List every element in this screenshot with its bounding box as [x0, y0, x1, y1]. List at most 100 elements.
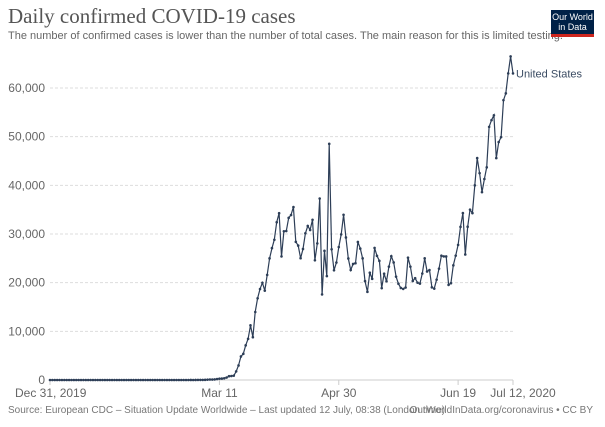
data-point	[306, 224, 310, 228]
data-point	[430, 286, 434, 289]
data-point	[449, 281, 453, 285]
data-point	[60, 378, 64, 382]
data-point	[394, 275, 398, 278]
data-point	[110, 378, 114, 382]
data-point	[320, 293, 324, 296]
data-point	[208, 378, 212, 381]
data-point	[294, 240, 298, 244]
data-point	[163, 378, 166, 382]
x-tick-label: Jul 12, 2020	[490, 386, 556, 400]
data-point	[452, 264, 455, 267]
data-point	[347, 257, 350, 260]
data-point	[444, 255, 448, 258]
data-point	[282, 229, 286, 233]
data-point	[151, 378, 154, 382]
data-point	[277, 211, 281, 215]
data-point	[497, 140, 500, 144]
data-point	[287, 216, 290, 220]
data-point	[206, 378, 209, 381]
data-point	[392, 261, 395, 264]
data-point	[335, 261, 338, 264]
data-point	[134, 378, 138, 382]
data-point	[504, 92, 508, 95]
data-point	[53, 378, 57, 382]
data-point	[256, 296, 259, 300]
data-point	[490, 118, 493, 122]
data-point	[194, 378, 197, 382]
data-point	[354, 261, 357, 265]
data-point	[263, 289, 267, 292]
data-point	[222, 376, 226, 380]
data-point	[227, 374, 231, 378]
data-point	[160, 378, 164, 382]
data-point	[175, 378, 178, 382]
data-point	[487, 125, 491, 129]
data-point	[225, 376, 228, 379]
data-point	[187, 378, 190, 382]
data-point	[461, 211, 465, 215]
data-point	[261, 281, 264, 285]
chart-title: Daily confirmed COVID-19 cases	[8, 4, 296, 28]
data-point	[84, 378, 88, 382]
data-point	[129, 378, 133, 382]
data-point	[253, 310, 257, 314]
data-point	[299, 256, 302, 260]
data-point	[275, 220, 279, 224]
y-tick-label: 40,000	[8, 178, 45, 192]
data-point	[94, 378, 97, 382]
data-point	[127, 378, 131, 382]
data-point	[454, 254, 458, 257]
data-point	[122, 378, 126, 382]
data-point	[387, 265, 391, 268]
data-point	[368, 271, 372, 274]
logo-text: Our World in Data	[552, 12, 593, 32]
data-point	[55, 378, 59, 382]
credit-link[interactable]: OurWorldInData.org/coronavirus • CC BY	[409, 405, 593, 416]
data-point	[370, 277, 374, 281]
data-point	[98, 378, 102, 382]
data-point	[459, 225, 462, 229]
data-point	[258, 287, 262, 291]
data-point	[165, 378, 169, 382]
data-point	[466, 225, 469, 228]
data-point	[265, 273, 269, 277]
data-point	[389, 254, 393, 258]
data-point	[409, 265, 412, 268]
data-point	[423, 257, 426, 260]
source-note: Source: European CDC – Situation Update …	[8, 405, 446, 416]
data-point	[153, 378, 157, 382]
data-point	[251, 335, 255, 339]
y-tick-label: 0	[38, 373, 45, 387]
data-point	[82, 378, 85, 382]
data-point	[105, 378, 109, 382]
data-point	[304, 231, 307, 235]
data-point	[399, 286, 403, 290]
owid-logo[interactable]: Our World in Data	[551, 10, 594, 37]
data-point	[442, 255, 446, 258]
data-point	[301, 247, 305, 251]
data-point	[416, 281, 419, 284]
y-tick-label: 60,000	[8, 81, 45, 95]
data-point	[199, 378, 202, 382]
data-point	[480, 190, 484, 194]
data-point	[270, 246, 274, 250]
data-point	[67, 378, 71, 382]
data-point	[244, 344, 248, 347]
data-point	[74, 378, 78, 382]
data-point	[230, 374, 233, 378]
data-point	[210, 378, 214, 381]
data-point	[421, 272, 424, 275]
data-point	[428, 268, 431, 272]
data-point	[72, 378, 76, 382]
data-point	[356, 240, 360, 244]
data-point	[315, 242, 319, 245]
data-point	[79, 378, 83, 382]
data-point	[432, 287, 436, 290]
x-tick-label: Jun 19	[440, 386, 476, 400]
data-point	[63, 378, 66, 382]
data-point	[344, 236, 348, 239]
data-point	[201, 378, 205, 382]
data-point	[203, 378, 207, 382]
data-point	[239, 355, 243, 358]
data-point	[413, 276, 417, 280]
